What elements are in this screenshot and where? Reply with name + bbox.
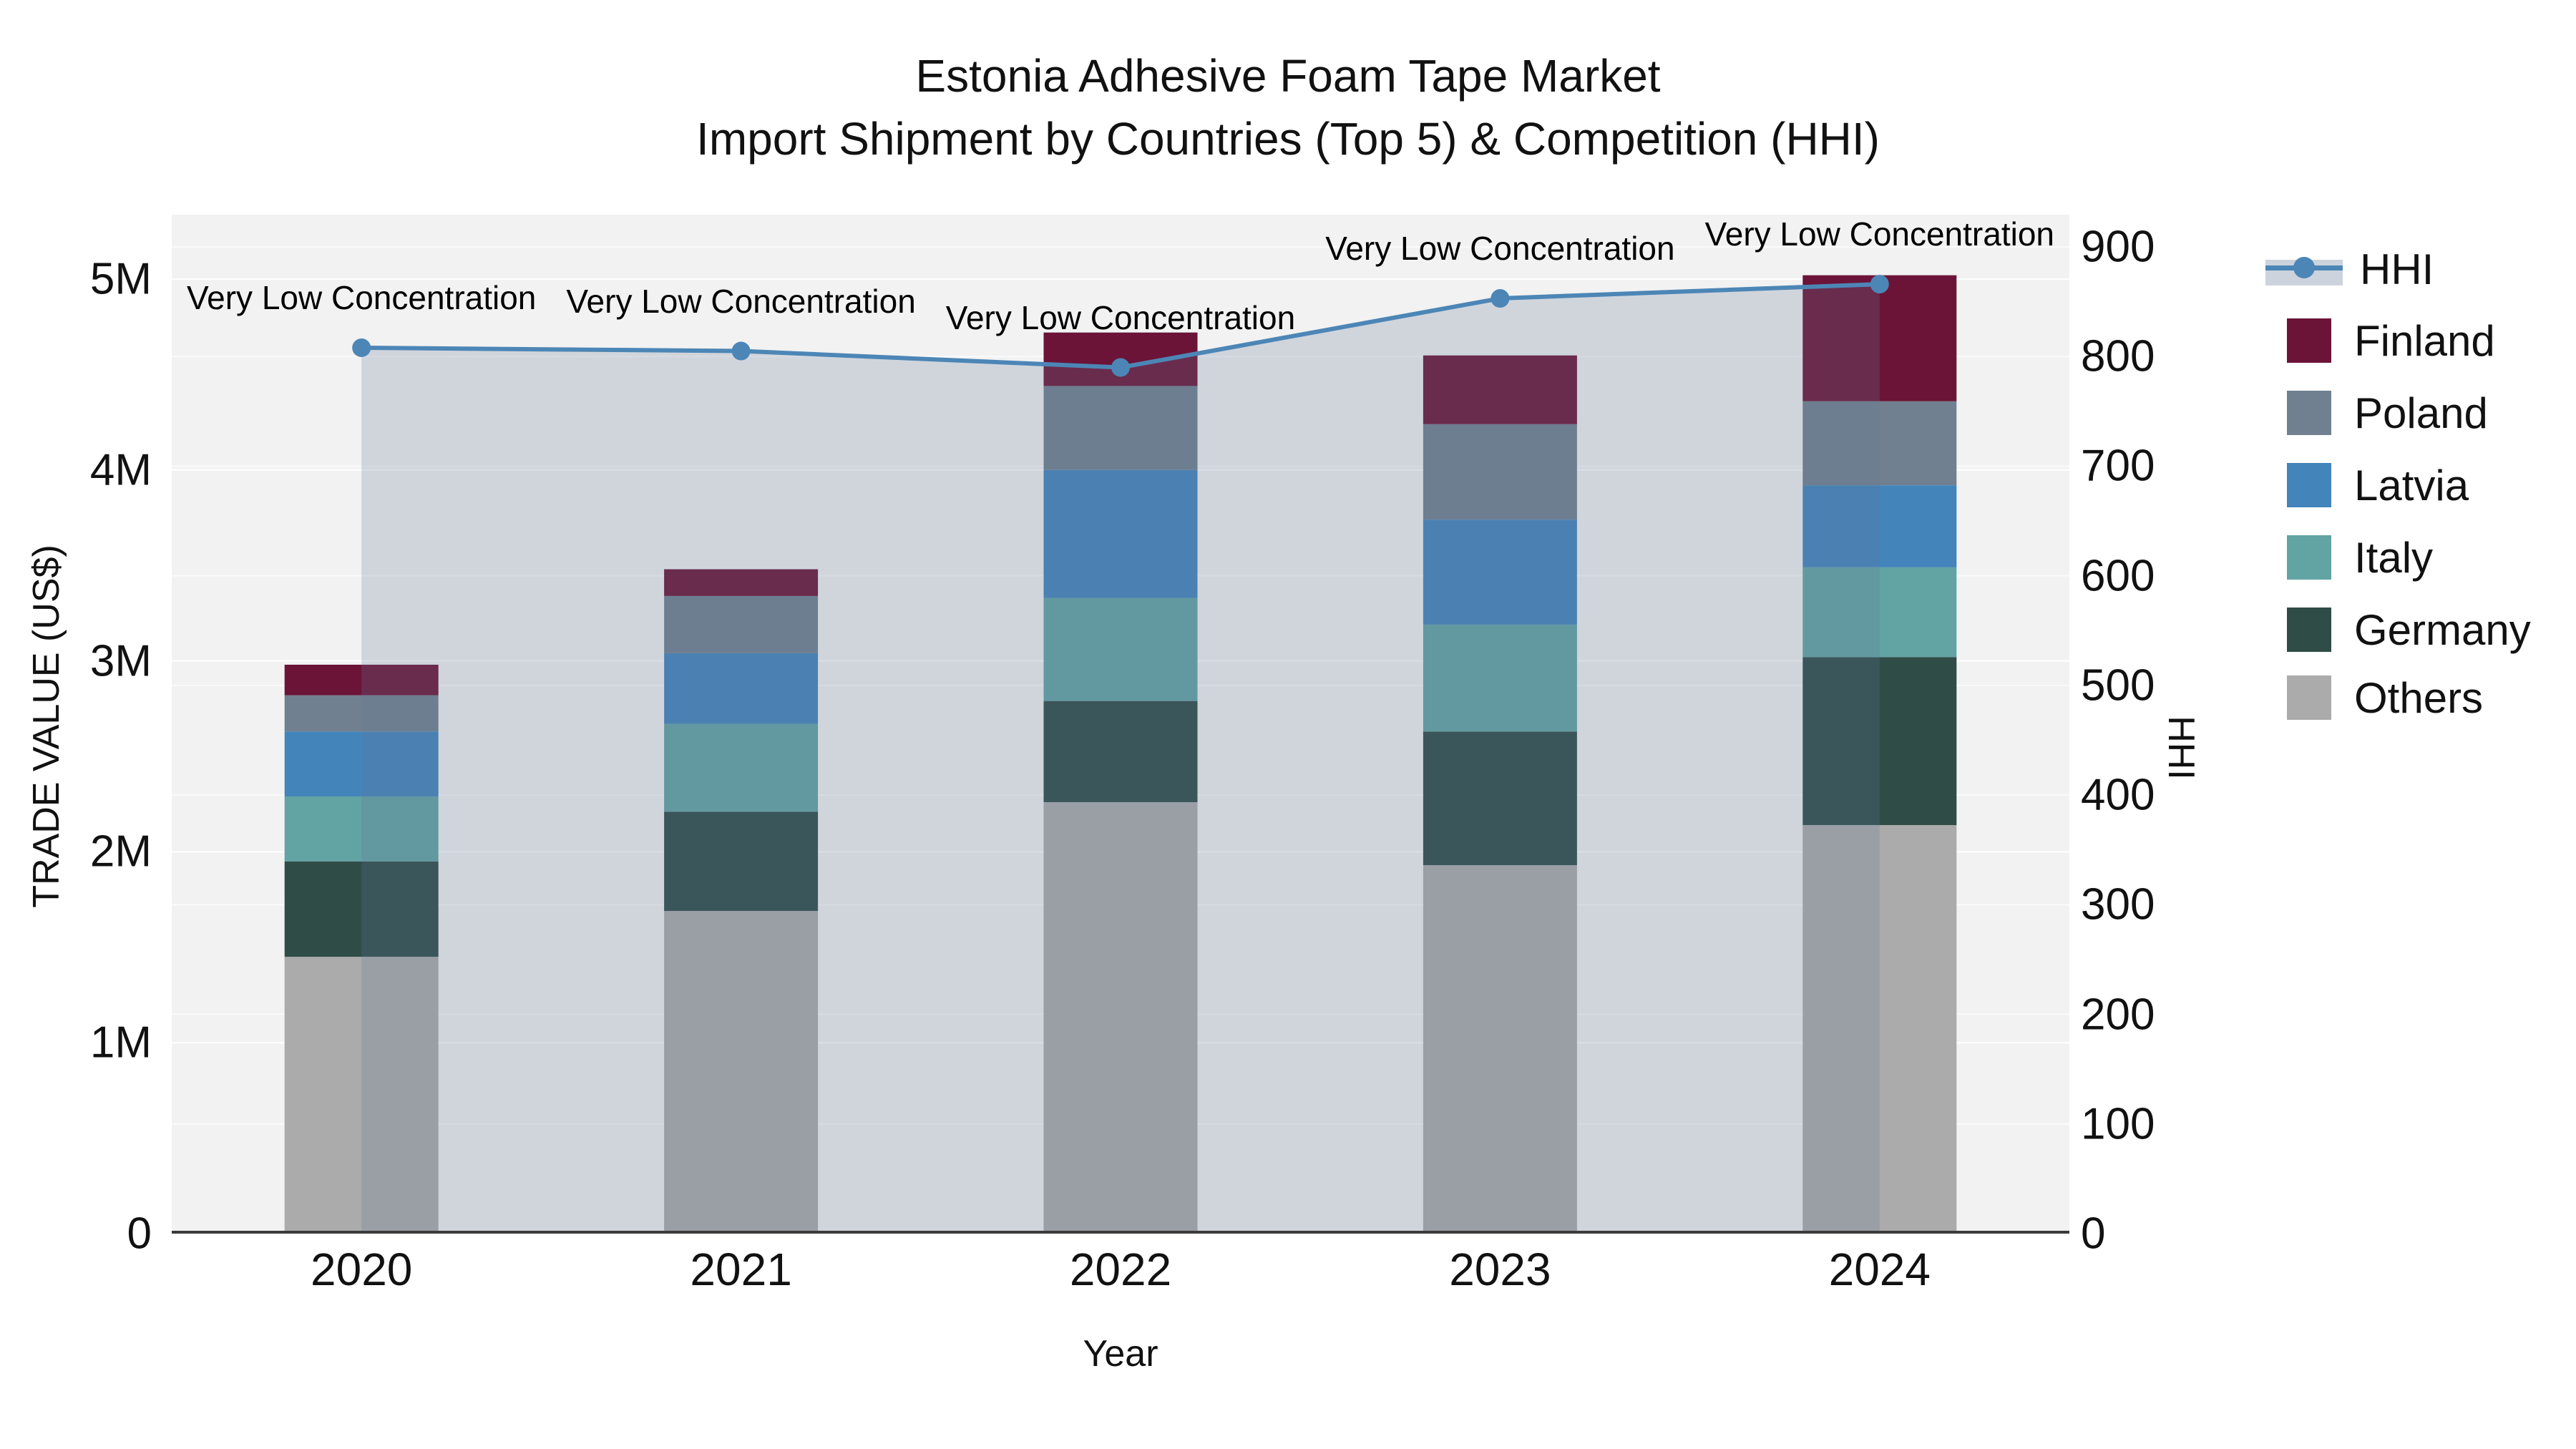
bar-segment-others-2021 — [664, 911, 819, 1234]
legend-item-hhi[interactable]: HHI — [2254, 243, 2434, 295]
y-right-tick-900: 900 — [2081, 222, 2155, 272]
legend-label-latvia: Latvia — [2354, 461, 2469, 509]
annotation-2020: Very Low Concentration — [186, 278, 537, 316]
bar-segment-germany-2020 — [284, 861, 439, 957]
hhi-marker-2023 — [1491, 289, 1510, 308]
latvia-swatch — [2287, 463, 2331, 507]
bar-segment-others-2022 — [1043, 802, 1198, 1234]
legend-item-latvia[interactable]: Latvia — [2254, 459, 2469, 511]
hhi-marker-2021 — [731, 341, 751, 361]
y-axis-right-title: HHI — [2160, 716, 2202, 780]
legend-label-hhi: HHI — [2360, 245, 2434, 293]
hhi-marker-icon — [2293, 257, 2315, 278]
legend-label-finland: Finland — [2354, 316, 2495, 365]
chart-title: Estonia Adhesive Foam Tape Market Import… — [0, 44, 2576, 170]
plot-area — [172, 215, 2069, 1234]
hhi-line-swatch — [2265, 247, 2343, 291]
legend-label-italy: Italy — [2354, 533, 2434, 582]
y-right-tick-700: 700 — [2081, 441, 2155, 491]
legend-item-others[interactable]: Others — [2254, 672, 2483, 723]
bar-segment-germany-2021 — [664, 811, 819, 912]
bar-segment-germany-2023 — [1423, 731, 1577, 866]
legend-item-germany[interactable]: Germany — [2254, 604, 2531, 655]
x-tick-2021: 2021 — [690, 1244, 792, 1295]
y-left-tick-0: 0 — [127, 1209, 152, 1259]
bar-segment-latvia-2023 — [1423, 519, 1577, 625]
bar-segment-others-2023 — [1423, 865, 1577, 1234]
y-right-tick-400: 400 — [2081, 770, 2155, 820]
y-right-tick-300: 300 — [2081, 879, 2155, 930]
y-right-tick-200: 200 — [2081, 990, 2155, 1040]
hhi-marker-2020 — [352, 338, 371, 357]
y-left-tick-4M: 4M — [89, 445, 152, 495]
bar-segment-italy-2021 — [664, 723, 819, 812]
bar-segment-poland-2021 — [664, 595, 819, 653]
legend-label-germany: Germany — [2354, 605, 2531, 654]
legend-item-finland[interactable]: Finland — [2254, 315, 2495, 366]
hhi-marker-2022 — [1111, 358, 1130, 377]
y-right-tick-100: 100 — [2081, 1099, 2155, 1149]
y-right-tick-0: 0 — [2081, 1209, 2106, 1259]
bar-segment-italy-2020 — [284, 796, 439, 862]
legend-item-italy[interactable]: Italy — [2254, 532, 2433, 583]
legend-label-others: Others — [2354, 673, 2484, 722]
bar-segment-poland-2024 — [1802, 401, 1957, 486]
chart-title-line2: Import Shipment by Countries (Top 5) & C… — [696, 113, 1880, 165]
germany-swatch — [2287, 608, 2331, 652]
y-left-tick-2M: 2M — [89, 826, 152, 877]
bar-segment-poland-2023 — [1423, 424, 1577, 520]
bar-segment-italy-2022 — [1043, 597, 1198, 701]
x-axis-title: Year — [1083, 1333, 1158, 1375]
x-tick-2024: 2024 — [1828, 1244, 1931, 1295]
x-tick-2020: 2020 — [311, 1244, 413, 1295]
y-right-tick-800: 800 — [2081, 331, 2155, 381]
x-tick-2023: 2023 — [1449, 1244, 1551, 1295]
bar-segment-others-2024 — [1802, 825, 1957, 1234]
x-tick-2022: 2022 — [1069, 1244, 1172, 1295]
bar-segment-poland-2020 — [284, 695, 439, 732]
y-left-tick-5M: 5M — [89, 254, 152, 304]
chart-svg — [172, 246, 2069, 1234]
legend-item-poland[interactable]: Poland — [2254, 387, 2488, 439]
bar-segment-finland-2023 — [1423, 355, 1577, 424]
y-right-tick-500: 500 — [2081, 660, 2155, 711]
bar-segment-finland-2024 — [1802, 275, 1957, 401]
others-swatch — [2287, 675, 2331, 720]
hhi-area-fill — [361, 284, 1880, 1234]
finland-swatch — [2287, 318, 2331, 363]
bar-segment-poland-2022 — [1043, 386, 1198, 470]
annotation-2023: Very Low Concentration — [1325, 230, 1675, 267]
annotation-2024: Very Low Concentration — [1704, 215, 2054, 253]
hhi-marker-2024 — [1870, 275, 1889, 294]
bar-segment-italy-2024 — [1802, 567, 1957, 658]
bar-segment-latvia-2021 — [664, 653, 819, 724]
bar-segment-finland-2020 — [284, 664, 439, 696]
y-right-tick-600: 600 — [2081, 551, 2155, 601]
bar-segment-germany-2024 — [1802, 657, 1957, 826]
poland-swatch — [2287, 391, 2331, 435]
y-axis-left-title: TRADE VALUE (US$) — [26, 545, 67, 908]
italy-swatch — [2287, 535, 2331, 580]
bar-segment-others-2020 — [284, 957, 439, 1234]
annotation-2022: Very Low Concentration — [945, 298, 1296, 336]
chart-title-line1: Estonia Adhesive Foam Tape Market — [915, 50, 1661, 102]
legend-label-poland: Poland — [2354, 389, 2488, 437]
bar-segment-latvia-2024 — [1802, 485, 1957, 567]
y-left-tick-3M: 3M — [89, 636, 152, 686]
bar-segment-italy-2023 — [1423, 624, 1577, 732]
bar-segment-latvia-2020 — [284, 731, 439, 797]
y-left-tick-1M: 1M — [89, 1018, 152, 1068]
bar-segment-latvia-2022 — [1043, 469, 1198, 598]
bar-segment-germany-2022 — [1043, 701, 1198, 803]
bar-segment-finland-2021 — [664, 569, 819, 596]
annotation-2021: Very Low Concentration — [566, 282, 916, 320]
